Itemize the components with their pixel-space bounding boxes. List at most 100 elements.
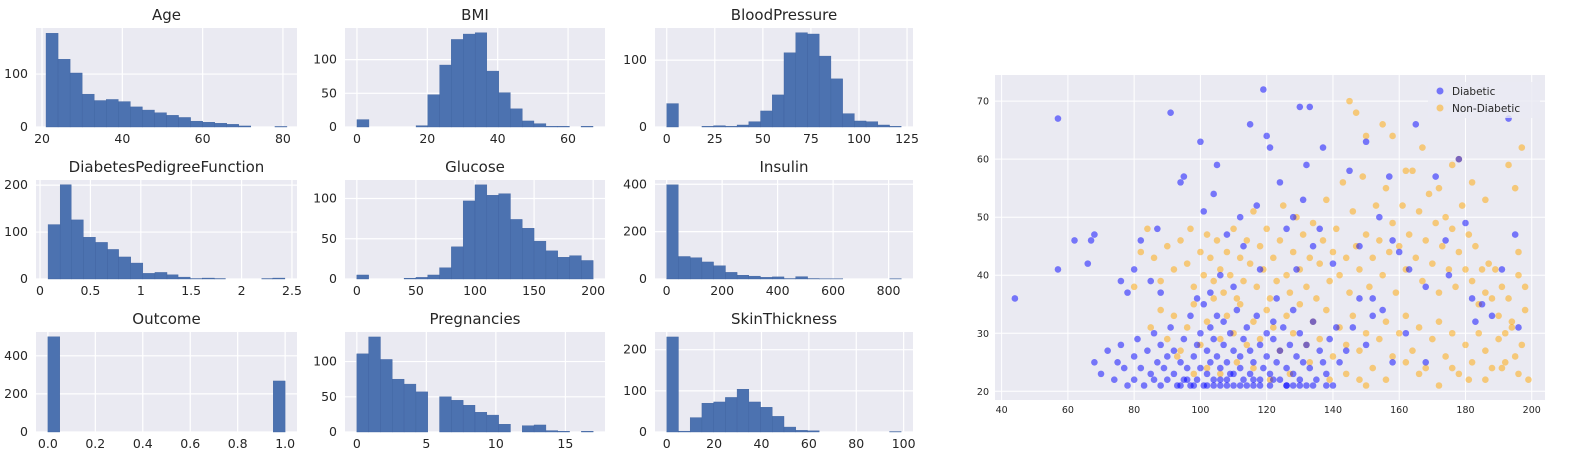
y-tick-label: 0 — [329, 271, 337, 286]
diabetic-point — [1316, 347, 1323, 354]
non-diabetic-point — [1223, 312, 1231, 320]
non-diabetic-point — [1448, 225, 1456, 233]
histogram-bar — [678, 430, 691, 433]
non-diabetic-point — [1163, 335, 1171, 343]
y-tick-label: 50 — [977, 213, 989, 224]
y-tick-label: 200 — [4, 177, 28, 192]
non-diabetic-point — [1448, 161, 1456, 169]
y-tick-label: 100 — [313, 354, 337, 369]
diabetic-point — [1054, 266, 1062, 273]
non-diabetic-point — [1485, 260, 1492, 267]
non-diabetic-point — [1253, 283, 1261, 291]
histogram-bar — [59, 184, 72, 280]
diabetic-point — [1187, 312, 1194, 320]
legend-marker — [1436, 87, 1444, 95]
histogram-bar — [545, 126, 558, 128]
diabetic-point — [1197, 364, 1204, 372]
histogram-bar — [877, 124, 890, 128]
histogram-skinthickness: 0 20 40 60 80 100 0 100 200 SkinThickness — [623, 310, 915, 451]
x-tick-label: 15 — [557, 436, 573, 451]
y-tick-label: 200 — [623, 224, 647, 239]
histogram-bar — [154, 272, 168, 280]
diabetic-point — [1263, 329, 1270, 337]
diabetic-point — [1319, 358, 1327, 366]
y-tick-label: 0 — [329, 424, 337, 439]
histogram-title: Pregnancies — [429, 310, 520, 328]
diabetic-point — [1329, 260, 1337, 267]
diabetic-point — [1303, 341, 1310, 349]
x-tick-label: 0 — [663, 436, 671, 451]
histogram-bar — [783, 426, 796, 433]
diabetic-point — [1180, 173, 1188, 180]
histogram-bar — [356, 119, 370, 128]
non-diabetic-point — [1422, 364, 1430, 372]
diabetic-point — [1256, 382, 1264, 389]
diabetic-point — [1213, 161, 1221, 169]
diabetic-point — [1183, 364, 1191, 372]
non-diabetic-point — [1170, 266, 1178, 273]
non-diabetic-point — [1183, 324, 1191, 331]
histogram-bar — [690, 257, 703, 280]
non-diabetic-point — [1336, 271, 1343, 279]
histogram-bar — [95, 242, 108, 280]
non-diabetic-point — [1508, 318, 1516, 325]
diabetic-point — [1336, 358, 1343, 366]
x-tick-label: 2 — [238, 283, 246, 298]
diabetic-point — [1362, 138, 1370, 146]
non-diabetic-point — [1415, 370, 1423, 378]
diabetic-point — [1276, 179, 1284, 186]
non-diabetic-point — [1203, 231, 1211, 238]
non-diabetic-point — [1369, 254, 1377, 262]
diabetic-point — [1197, 138, 1204, 146]
diabetic-point — [1120, 364, 1128, 372]
y-tick-label: 50 — [321, 231, 337, 246]
histogram-bar — [486, 414, 499, 433]
diabetic-point — [1177, 179, 1184, 186]
diabetic-point — [1303, 382, 1310, 389]
non-diabetic-point — [1422, 237, 1430, 244]
non-diabetic-point — [1157, 306, 1164, 314]
non-diabetic-point — [1376, 237, 1383, 244]
diabetic-point — [1296, 329, 1304, 337]
diabetic-point — [1104, 347, 1111, 354]
histogram-bar — [427, 94, 440, 128]
histogram-bar — [760, 277, 773, 280]
non-diabetic-point — [1462, 341, 1469, 349]
histogram-bar — [83, 237, 96, 280]
histogram-bar — [701, 126, 714, 128]
histogram-bar — [462, 405, 476, 433]
diabetic-point — [1193, 295, 1201, 302]
non-diabetic-point — [1501, 358, 1509, 366]
y-tick-label: 0 — [20, 271, 28, 286]
non-diabetic-point — [1256, 335, 1264, 343]
diabetic-point — [1203, 382, 1211, 389]
x-tick-label: 200 — [710, 283, 734, 298]
non-diabetic-point — [1289, 329, 1297, 337]
x-tick-label: 1 — [137, 283, 145, 298]
non-diabetic-point — [1379, 121, 1386, 128]
diabetic-point — [1293, 266, 1300, 273]
non-diabetic-point — [1273, 277, 1280, 285]
diabetic-point — [1515, 324, 1522, 331]
diabetic-point — [1110, 376, 1118, 383]
histogram-bar — [666, 103, 679, 128]
diabetic-point — [1177, 358, 1184, 366]
y-tick-label: 40 — [977, 271, 989, 282]
diabetic-point — [1289, 213, 1297, 221]
diabetic-point — [1263, 132, 1270, 140]
non-diabetic-point — [1432, 219, 1439, 227]
non-diabetic-point — [1356, 347, 1363, 354]
histogram-bar — [356, 274, 369, 280]
non-diabetic-point — [1429, 335, 1436, 343]
histogram-bar — [463, 33, 476, 128]
non-diabetic-point — [1482, 376, 1489, 383]
histogram-bar — [842, 113, 855, 128]
x-tick-label: 100 — [1191, 405, 1209, 416]
x-tick-label: 80 — [848, 436, 864, 451]
non-diabetic-point — [1210, 295, 1217, 302]
histogram-bar — [736, 389, 750, 433]
non-diabetic-point — [1482, 289, 1489, 296]
x-tick-label: 75 — [803, 131, 819, 146]
non-diabetic-point — [1382, 184, 1390, 192]
diabetic-point — [1356, 242, 1363, 250]
